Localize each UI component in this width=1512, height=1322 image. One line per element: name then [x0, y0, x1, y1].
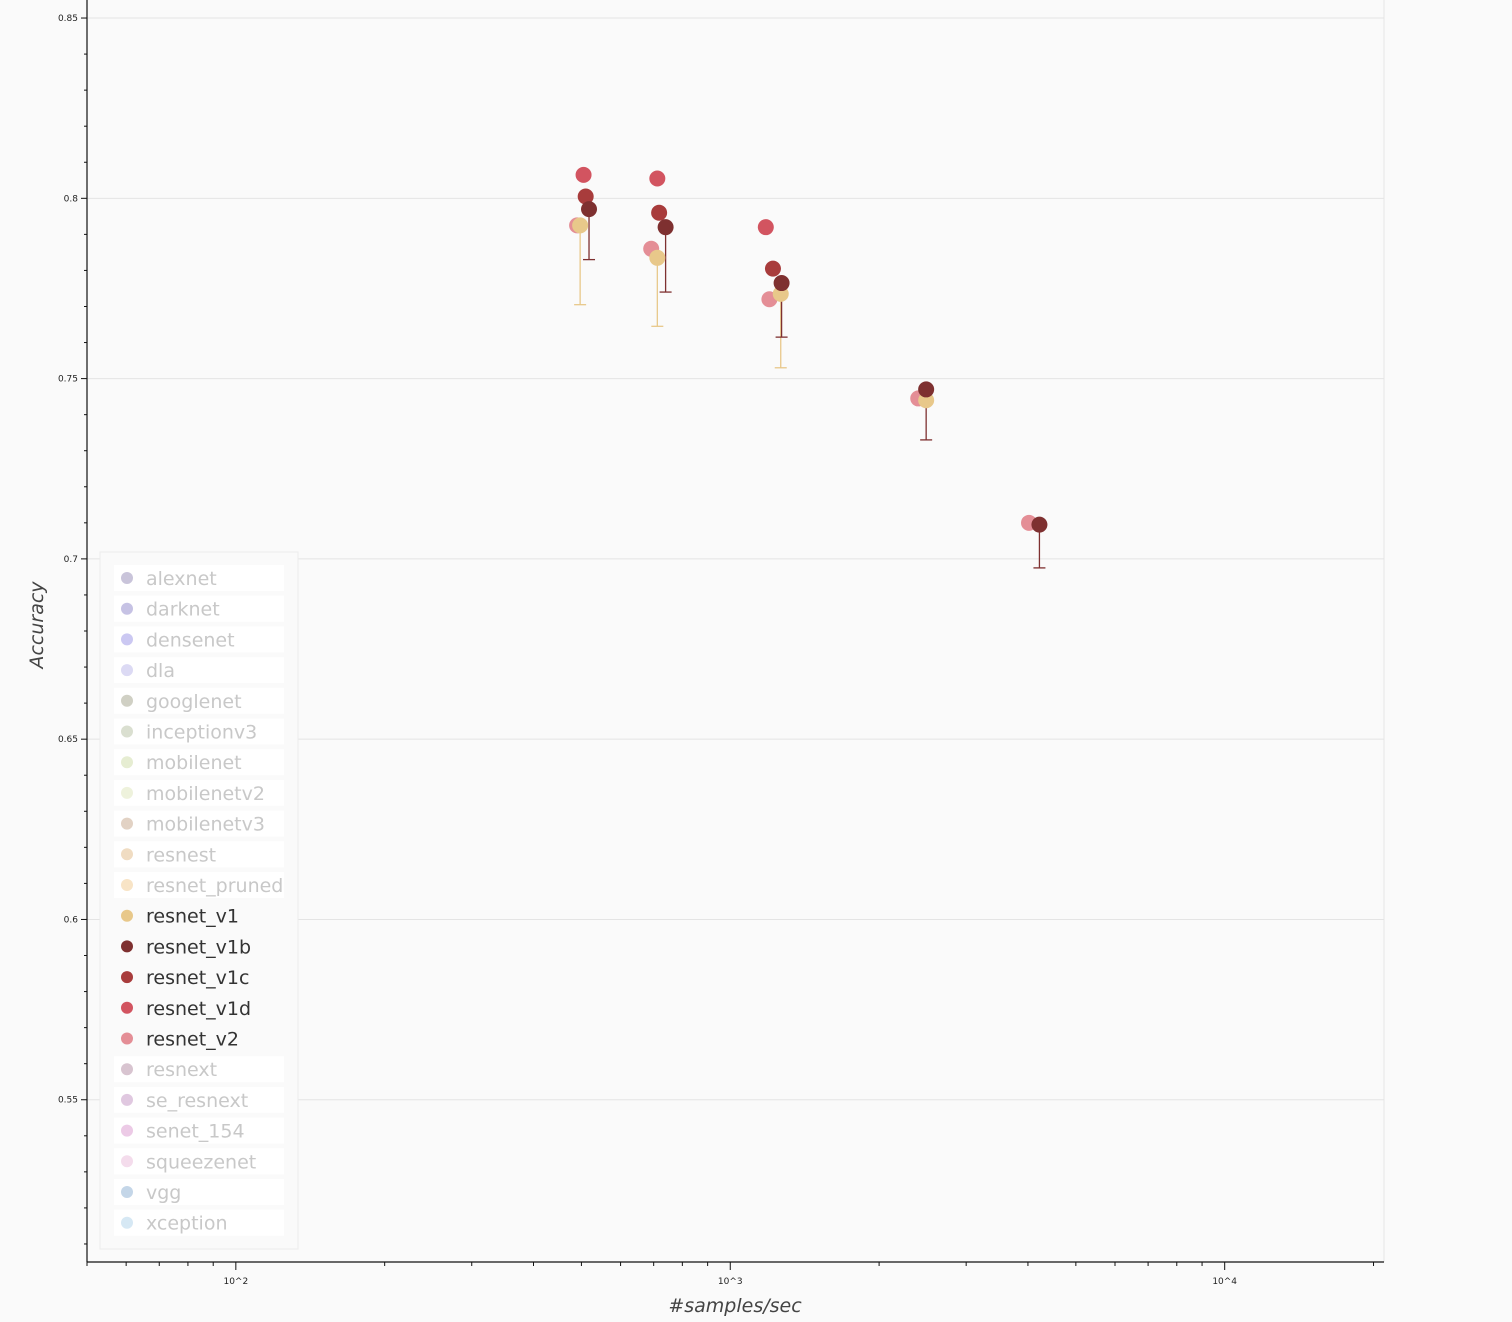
legend-label-inceptionv3: inceptionv3: [146, 722, 257, 744]
y-tick-label: 0.65: [58, 735, 78, 745]
legend-label-mobilenetv2: mobilenetv2: [146, 783, 265, 805]
legend-item-background: [114, 565, 284, 591]
legend-item-background: [114, 718, 284, 745]
data-point-resnet_v1c: [651, 204, 668, 221]
legend-label-resnest: resnest: [146, 844, 216, 866]
legend-swatch-senet_154: [121, 1124, 133, 1137]
legend-swatch-resnet_v1: [121, 909, 133, 922]
legend-label-squeezenet: squeezenet: [146, 1151, 256, 1173]
y-tick-label: 0.8: [64, 194, 79, 204]
legend-label-resnet_v1: resnet_v1: [146, 906, 239, 928]
data-point-resnet_v1d: [649, 170, 666, 187]
legend-item-background: [114, 1179, 284, 1205]
legend-swatch-resnet_pruned: [121, 879, 133, 891]
legend-label-resnet_v1c: resnet_v1c: [146, 967, 249, 989]
legend-item-background: [114, 1209, 284, 1236]
plot-background: [87, 0, 1384, 1262]
legend-label-resnet_v1d: resnet_v1d: [146, 998, 251, 1020]
legend-label-se_resnext: se_resnext: [146, 1090, 248, 1112]
legend-item-background: [114, 872, 284, 898]
y-tick-label: 0.75: [58, 375, 78, 385]
legend-swatch-vgg: [121, 1186, 133, 1198]
data-points: [569, 166, 1048, 533]
legend-swatch-mobilenetv3: [121, 817, 133, 830]
legend-item-background: [114, 626, 284, 653]
legend-label-alexnet: alexnet: [146, 568, 217, 590]
legend-item-background: [114, 687, 284, 714]
data-point-resnet_v1: [649, 249, 666, 266]
legend-swatch-resnet_v1c: [121, 971, 133, 984]
legend-label-resnet_v2: resnet_v2: [146, 1029, 239, 1051]
x-tick-label: 10^4: [1212, 1277, 1237, 1287]
legend-swatch-squeezenet: [121, 1155, 133, 1168]
data-point-resnet_v1: [572, 217, 589, 234]
legend-label-densenet: densenet: [146, 629, 235, 651]
legend-label-mobilenet: mobilenet: [146, 752, 242, 774]
legend-item-background: [114, 1056, 284, 1083]
y-tick-label: 0.7: [64, 555, 78, 565]
y-tick-label: 0.6: [64, 915, 79, 925]
legend-swatch-resnest: [121, 848, 133, 861]
legend-swatch-mobilenet: [121, 756, 133, 769]
legend-label-resnext: resnext: [146, 1059, 217, 1081]
legend-swatch-xception: [121, 1216, 133, 1229]
y-tick-label: 0.55: [58, 1096, 78, 1106]
legend-label-darknet: darknet: [146, 599, 220, 621]
legend-swatch-darknet: [121, 602, 133, 615]
legend-item-background: [114, 810, 284, 837]
legend: alexnet darknet densenet dla googlenet incept…: [99, 551, 299, 1250]
legend-item-background: [114, 1086, 284, 1113]
legend-item-background: [114, 841, 284, 868]
legend-item-background: [114, 595, 284, 622]
legend-label-dla: dla: [146, 660, 175, 682]
legend-label-xception: xception: [146, 1213, 228, 1235]
legend-label-mobilenetv3: mobilenetv3: [146, 814, 265, 836]
legend-swatch-inceptionv3: [121, 725, 133, 738]
legend-label-resnet_pruned: resnet_pruned: [146, 875, 283, 897]
data-point-resnet_v1b: [657, 219, 674, 236]
data-point-resnet_v1d: [757, 219, 774, 236]
legend-label-vgg: vgg: [146, 1182, 181, 1204]
y-tick-label: 0.85: [58, 14, 78, 24]
legend-swatch-resnet_v1d: [121, 1001, 133, 1014]
data-point-resnet_v1b: [918, 381, 935, 398]
legend-swatch-resnext: [121, 1063, 133, 1076]
data-point-resnet_v1d: [575, 166, 592, 183]
legend-swatch-resnet_v1b: [121, 940, 133, 953]
legend-item-background: [114, 779, 284, 806]
legend-swatch-googlenet: [121, 694, 133, 707]
legend-swatch-se_resnext: [121, 1093, 133, 1106]
legend-item-background: [114, 749, 284, 776]
axis-ticks: 0.55 0.6 0.65 0.7 0.75 0.8 0.85 10^2 10^3 10^4: [58, 14, 1375, 1287]
y-axis-label: Accuracy: [26, 581, 48, 671]
legend-swatch-dla: [121, 664, 133, 677]
data-point-resnet_v1b: [773, 275, 790, 292]
grid-lines: [87, 17, 1384, 1101]
legend-item-background: [114, 1117, 284, 1144]
x-tick-label: 10^2: [223, 1277, 248, 1287]
legend-swatch-resnet_v2: [121, 1032, 133, 1045]
legend-label-googlenet: googlenet: [146, 691, 242, 713]
legend-swatch-densenet: [121, 633, 133, 646]
legend-item-background: [114, 1148, 284, 1175]
legend-label-resnet_v1b: resnet_v1b: [146, 936, 251, 958]
data-point-resnet_v1c: [764, 260, 781, 277]
legend-item-background: [114, 657, 284, 684]
data-point-resnet_v1b: [1031, 516, 1048, 533]
legend-box: [99, 551, 299, 1250]
data-point-resnet_v1c: [577, 188, 594, 205]
x-axis-label: #samples/sec: [668, 1295, 802, 1317]
x-tick-label: 10^3: [718, 1277, 743, 1287]
legend-label-senet_154: senet_154: [146, 1121, 245, 1143]
legend-swatch-mobilenetv2: [121, 786, 133, 799]
legend-swatch-alexnet: [121, 572, 133, 584]
data-point-resnet_v1b: [581, 201, 598, 218]
